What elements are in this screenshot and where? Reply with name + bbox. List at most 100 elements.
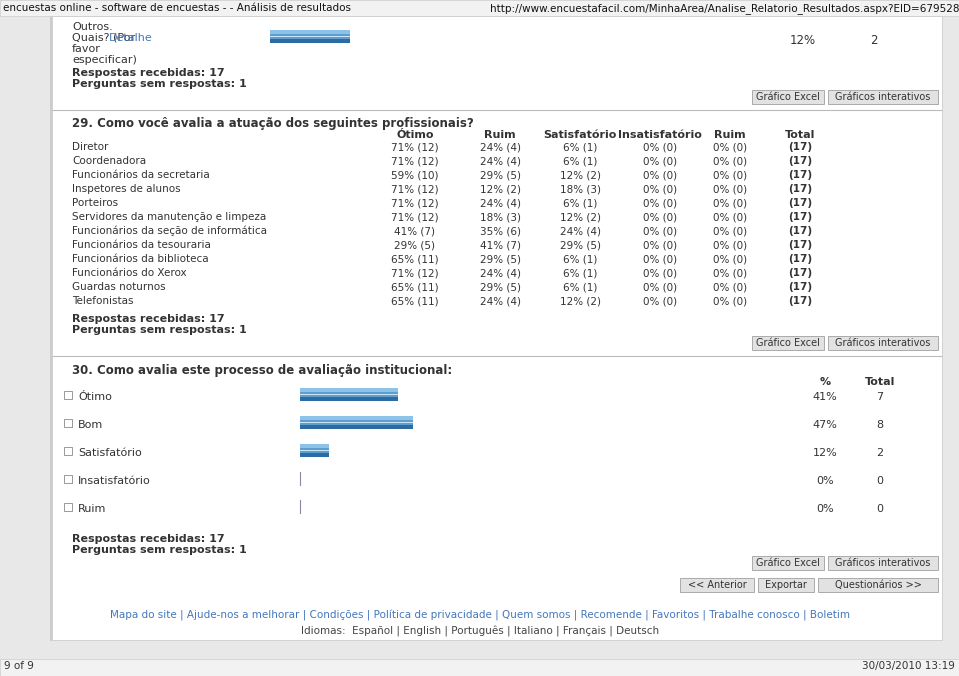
Bar	[64, 391, 72, 399]
Bar	[50, 16, 52, 641]
Text: Ruim: Ruim	[714, 130, 746, 140]
Text: 12% (2): 12% (2)	[559, 296, 600, 306]
Text: 9 of 9: 9 of 9	[4, 661, 34, 671]
Text: Exportar: Exportar	[765, 580, 807, 590]
Text: 0% (0): 0% (0)	[643, 254, 677, 264]
Text: 47%: 47%	[812, 420, 837, 430]
Text: especificar): especificar)	[72, 55, 137, 65]
Text: 0%: 0%	[816, 504, 833, 514]
Text: 6% (1): 6% (1)	[563, 282, 597, 292]
Bar	[752, 556, 824, 570]
Text: 0: 0	[877, 504, 883, 514]
Text: 0% (0): 0% (0)	[713, 226, 747, 236]
Text: 2: 2	[877, 448, 883, 458]
Text: 0% (0): 0% (0)	[643, 268, 677, 278]
Bar	[300, 394, 398, 395]
Text: 29% (5): 29% (5)	[480, 170, 521, 180]
Text: 24% (4): 24% (4)	[480, 156, 521, 166]
Text: Ótimo: Ótimo	[396, 130, 433, 140]
Text: << Anterior: << Anterior	[688, 580, 746, 590]
Text: Bom: Bom	[78, 420, 104, 430]
Text: 12%: 12%	[812, 448, 837, 458]
Bar	[0, 0, 959, 16]
Bar	[752, 336, 824, 350]
Bar	[270, 30, 350, 43]
Text: 24% (4): 24% (4)	[480, 268, 521, 278]
Bar	[0, 659, 959, 676]
Bar	[300, 416, 412, 429]
Bar	[300, 397, 398, 401]
Text: http://www.encuestafacil.com/MinhaArea/Analise_Relatorio_Resultados.aspx?EID=679: http://www.encuestafacil.com/MinhaArea/A…	[490, 3, 959, 14]
Text: Outros.: Outros.	[72, 22, 113, 32]
Text: 0% (0): 0% (0)	[713, 212, 747, 222]
Bar	[758, 578, 814, 592]
Text: Telefonistas: Telefonistas	[72, 296, 133, 306]
Text: Mapa do site | Ajude-nos a melhorar | Condições | Política de privacidade | Quem: Mapa do site | Ajude-nos a melhorar | Co…	[110, 610, 850, 621]
Text: 0% (0): 0% (0)	[643, 142, 677, 152]
Text: 0% (0): 0% (0)	[713, 142, 747, 152]
Text: Perguntas sem respostas: 1: Perguntas sem respostas: 1	[72, 545, 246, 555]
Text: 29% (5): 29% (5)	[480, 254, 521, 264]
Text: 0% (0): 0% (0)	[643, 282, 677, 292]
Text: 0% (0): 0% (0)	[643, 198, 677, 208]
Bar	[300, 444, 329, 457]
Text: 0% (0): 0% (0)	[713, 254, 747, 264]
Text: (17): (17)	[788, 142, 812, 152]
Text: Gráficos interativos: Gráficos interativos	[835, 338, 930, 348]
Bar	[300, 388, 398, 392]
Bar	[818, 578, 938, 592]
Text: Insatisfatório: Insatisfatório	[78, 476, 151, 486]
Text: 0% (0): 0% (0)	[643, 212, 677, 222]
Text: 71% (12): 71% (12)	[391, 184, 439, 194]
Text: Total: Total	[784, 130, 815, 140]
Text: Porteiros: Porteiros	[72, 198, 118, 208]
Text: 29% (5): 29% (5)	[559, 240, 600, 250]
Text: 30. Como avalia este processo de avaliação institucional:: 30. Como avalia este processo de avaliaç…	[72, 364, 453, 377]
Text: 12%: 12%	[790, 34, 816, 47]
Text: Total: Total	[865, 377, 895, 387]
Text: Ótimo: Ótimo	[78, 392, 112, 402]
Bar	[270, 39, 350, 43]
Text: Quais? (Por: Quais? (Por	[72, 33, 135, 43]
Text: (17): (17)	[788, 184, 812, 194]
Text: 41% (7): 41% (7)	[480, 240, 521, 250]
Bar	[828, 556, 938, 570]
Text: Servidores da manutenção e limpeza: Servidores da manutenção e limpeza	[72, 212, 267, 222]
Text: (17): (17)	[788, 240, 812, 250]
Text: (17): (17)	[788, 212, 812, 222]
Text: 6% (1): 6% (1)	[563, 198, 597, 208]
Text: 24% (4): 24% (4)	[480, 142, 521, 152]
Text: 12% (2): 12% (2)	[559, 212, 600, 222]
Bar	[300, 453, 329, 457]
Text: 24% (4): 24% (4)	[480, 296, 521, 306]
Text: 59% (10): 59% (10)	[391, 170, 439, 180]
Text: 18% (3): 18% (3)	[559, 184, 600, 194]
Text: Satisfatório: Satisfatório	[78, 448, 142, 458]
Text: 0% (0): 0% (0)	[713, 198, 747, 208]
Text: Funcionários da biblioteca: Funcionários da biblioteca	[72, 254, 209, 264]
Text: (17): (17)	[788, 254, 812, 264]
Text: 0% (0): 0% (0)	[643, 226, 677, 236]
Text: Funcionários da secretaria: Funcionários da secretaria	[72, 170, 210, 180]
Text: 71% (12): 71% (12)	[391, 142, 439, 152]
Text: 0% (0): 0% (0)	[713, 282, 747, 292]
Text: 71% (12): 71% (12)	[391, 198, 439, 208]
Bar	[752, 90, 824, 104]
Text: 8: 8	[877, 420, 883, 430]
Text: Idiomas:  Español | English | Português | Italiano | Français | Deutsch: Idiomas: Español | English | Português |…	[301, 626, 659, 637]
Text: 0% (0): 0% (0)	[643, 240, 677, 250]
Text: 7: 7	[877, 392, 883, 402]
Text: Funcionários da tesouraria: Funcionários da tesouraria	[72, 240, 211, 250]
Bar	[300, 388, 398, 401]
Text: 0% (0): 0% (0)	[713, 296, 747, 306]
Text: Gráfico Excel: Gráfico Excel	[756, 92, 820, 102]
Text: (17): (17)	[788, 170, 812, 180]
Text: 6% (1): 6% (1)	[563, 268, 597, 278]
Text: (17): (17)	[788, 296, 812, 306]
Text: 65% (11): 65% (11)	[391, 282, 439, 292]
Text: 29% (5): 29% (5)	[480, 282, 521, 292]
Text: Gráficos interativos: Gráficos interativos	[835, 558, 930, 568]
Text: 0%: 0%	[816, 476, 833, 486]
Text: 35% (6): 35% (6)	[480, 226, 521, 236]
Text: 29% (5): 29% (5)	[394, 240, 435, 250]
